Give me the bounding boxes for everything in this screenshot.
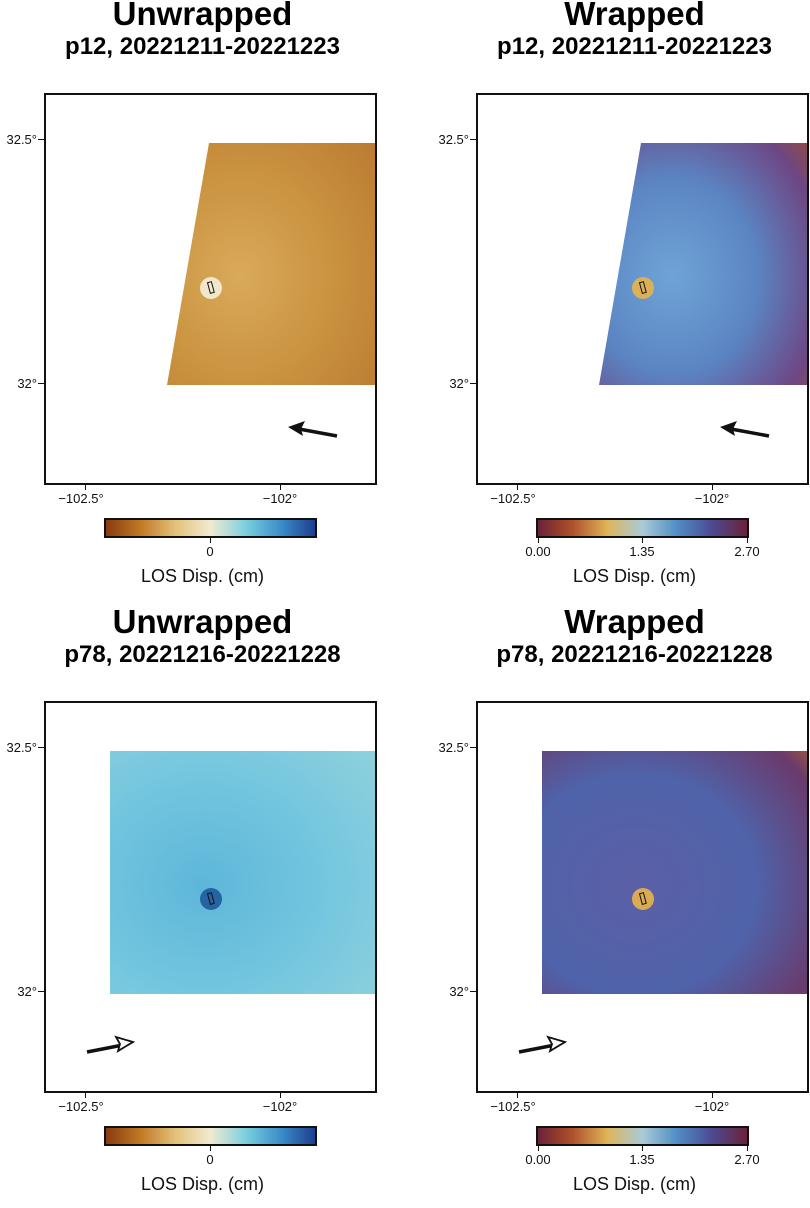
map-frame [44,93,377,485]
satellite-heading-arrow [86,1035,136,1054]
displacement-raster [542,751,807,994]
source-box [206,281,215,294]
deformation-signal [632,888,654,910]
x-tick-label: −102.5° [490,491,536,506]
colorbar [104,518,317,538]
y-tickmark [38,383,44,384]
displacement-raster [110,751,375,994]
x-tick-label: −102.5° [58,491,104,506]
deformation-signal [632,277,654,299]
colorbar [536,1126,749,1146]
y-tickmark [470,747,476,748]
panel-p78-unwrapped: Unwrapped p78, 20221216-20221228 32.5° 32° −… [0,603,405,1208]
displacement-raster [599,143,807,385]
colorbar-tickmark [210,1145,211,1151]
y-tick-label: 32.5° [438,132,469,147]
colorbar-tickmark [538,1145,539,1151]
data-coverage-polygon [542,751,807,994]
displacement-raster [167,143,375,385]
colorbar-tickmark [642,537,643,543]
x-tick-label: −102° [262,491,298,506]
colorbar-tickmark [210,537,211,543]
map-frame [44,701,377,1093]
source-box [638,892,647,905]
source-box [638,281,647,294]
panel-subtitle: p78, 20221216-20221228 [64,641,341,668]
colorbar-tick-label: 1.35 [629,1152,655,1167]
colorbar [104,1126,317,1146]
colorbar-label: LOS Disp. (cm) [140,1174,264,1194]
panel-title: Unwrapped [112,603,293,640]
colorbar-tick-label: 0 [206,544,214,559]
x-tick-label: −102° [694,491,730,506]
colorbar-label: LOS Disp. (cm) [572,1174,696,1194]
x-tickmark [85,485,86,490]
x-tickmark [712,485,713,490]
y-tick-label: 32° [17,984,37,999]
y-tickmark [38,139,44,140]
x-tick-label: −102.5° [490,1099,536,1114]
colorbar-tick-label: 0.00 [525,544,551,559]
map-frame [476,701,809,1093]
panel-title: Wrapped [564,603,705,640]
colorbar [536,518,749,538]
colorbar-label: LOS Disp. (cm) [572,566,696,586]
colorbar-tickmark [538,537,539,543]
satellite-heading-arrow [518,1035,568,1054]
panel-title: Wrapped [564,0,705,32]
colorbar-label: LOS Disp. (cm) [140,566,264,586]
x-tickmark [517,1093,518,1098]
data-coverage-polygon [110,751,375,994]
satellite-heading-arrow [288,421,338,438]
panel-title: Unwrapped [112,0,293,32]
data-coverage-polygon [599,143,807,385]
y-tickmark [470,139,476,140]
panel-subtitle: p12, 20221211-20221223 [65,33,340,60]
x-tickmark [85,1093,86,1098]
x-tickmark [280,485,281,490]
y-tick-label: 32.5° [438,740,469,755]
colorbar-tick-label: 0 [206,1152,214,1167]
panel-p78-wrapped: Wrapped p78, 20221216-20221228 32.5° 32° −10… [432,603,810,1208]
colorbar-tick-label: 0.00 [525,1152,551,1167]
x-tick-label: −102° [694,1099,730,1114]
x-tickmark [517,485,518,490]
map-frame [476,93,809,485]
deformation-signal [200,277,222,299]
colorbar-tick-label: 1.35 [629,544,655,559]
x-tick-label: −102.5° [58,1099,104,1114]
data-coverage-polygon [167,143,375,385]
panel-subtitle: p12, 20221211-20221223 [497,33,772,60]
panel-p12-unwrapped: Unwrapped p12, 20221211-20221223 32.5° 32° −… [0,0,405,600]
y-tickmark [470,383,476,384]
y-tickmark [38,991,44,992]
colorbar-tick-label: 2.70 [734,1152,760,1167]
y-tick-label: 32° [449,984,469,999]
x-tickmark [280,1093,281,1098]
deformation-signal [200,888,222,910]
colorbar-tickmark [642,1145,643,1151]
colorbar-tickmark [747,537,748,543]
y-tick-label: 32° [449,376,469,391]
source-box [206,892,215,905]
x-tickmark [712,1093,713,1098]
y-tickmark [38,747,44,748]
y-tick-label: 32.5° [6,740,37,755]
colorbar-tickmark [747,1145,748,1151]
panel-subtitle: p78, 20221216-20221228 [496,641,773,668]
y-tick-label: 32° [17,376,37,391]
y-tick-label: 32.5° [6,132,37,147]
panel-p12-wrapped: Wrapped p12, 20221211-20221223 32.5° 32° −10… [432,0,810,600]
colorbar-tick-label: 2.70 [734,544,760,559]
y-tickmark [470,991,476,992]
x-tick-label: −102° [262,1099,298,1114]
satellite-heading-arrow [720,421,770,438]
